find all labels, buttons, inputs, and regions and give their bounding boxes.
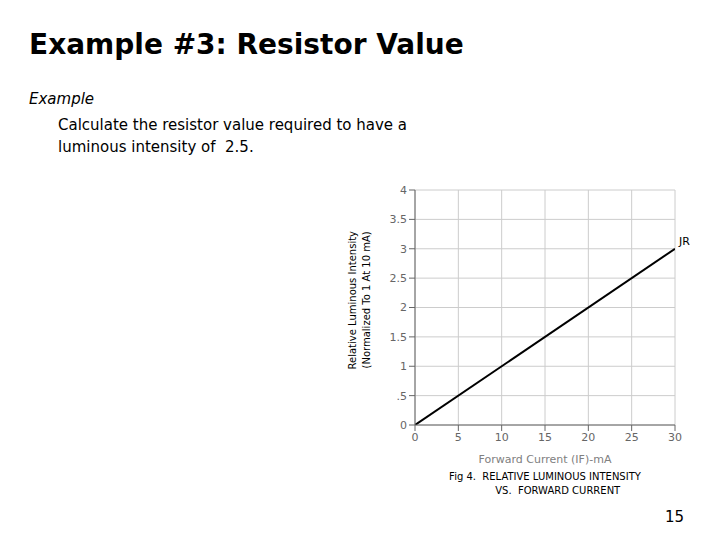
html-text:luminous intensity of 2.5.: luminous intensity of 2.5. (58, 138, 254, 156)
svg-text:JR: JR (678, 235, 690, 248)
svg-text:0: 0 (412, 431, 419, 444)
html-text:Calculate the resistor value r: Calculate the resistor value required to… (58, 116, 407, 134)
svg-text:Forward Current (IF)-mA: Forward Current (IF)-mA (479, 453, 612, 466)
svg-text:1: 1 (400, 360, 407, 373)
svg-text:20: 20 (581, 431, 595, 444)
html-text:(Normalized To 1 At 10 mA): (Normalized To 1 At 10 mA) (361, 231, 372, 369)
svg-text:5: 5 (455, 431, 462, 444)
svg-text:2: 2 (400, 301, 407, 314)
html-text:Example #3: Resistor Value: Example #3: Resistor Value (29, 28, 464, 61)
svg-text:2.5: 2.5 (390, 272, 408, 285)
svg-text:15: 15 (538, 431, 552, 444)
svg-text:1.5: 1.5 (390, 331, 408, 344)
svg-text:30: 30 (668, 431, 682, 444)
svg-text:3.5: 3.5 (390, 213, 408, 226)
html-text:Example: Example (29, 90, 95, 108)
svg-text:3: 3 (400, 243, 407, 256)
html-text:Relative Luminous Intensity: Relative Luminous Intensity (347, 230, 358, 370)
html-text:15: 15 (664, 508, 684, 526)
html-text:Fig 4. RELATIVE LUMINOUS INTEN: Fig 4. RELATIVE LUMINOUS INTENSITY (449, 471, 641, 482)
svg-text:10: 10 (495, 431, 509, 444)
svg-text:25: 25 (625, 431, 639, 444)
svg-text:.5: .5 (397, 390, 408, 403)
html-text:VS. FORWARD CURRENT: VS. FORWARD CURRENT (469, 485, 621, 496)
svg-text:4: 4 (400, 184, 407, 197)
svg-text:0: 0 (400, 419, 407, 432)
